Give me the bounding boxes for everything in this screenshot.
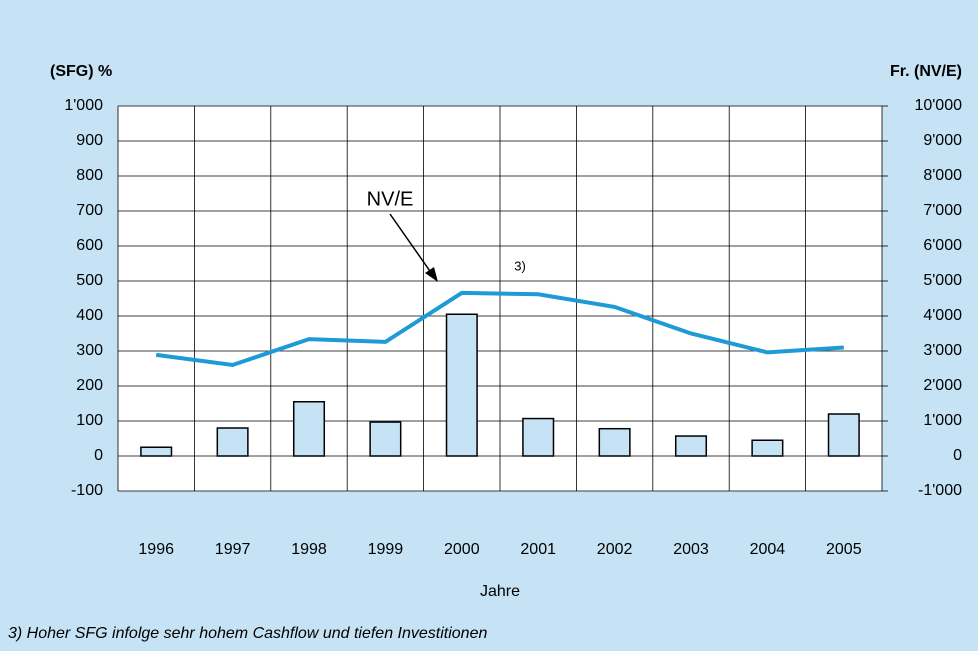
y-tick-label: 200 (76, 377, 103, 394)
y2-tick-label: 5'000 (923, 272, 962, 289)
y2-tick-label: 1'000 (923, 412, 962, 429)
x-tick-label: 2005 (826, 541, 862, 558)
y2-tick-label: 3'000 (923, 342, 962, 359)
bar (369, 421, 402, 457)
x-tick-label: 2001 (520, 541, 556, 558)
y-tick-label: 600 (76, 237, 103, 254)
bar (674, 435, 708, 457)
bar (827, 413, 860, 457)
footnote: 3) Hoher SFG infolge sehr hohem Cashflow… (8, 625, 487, 642)
y-tick-label: 300 (76, 342, 103, 359)
y-tick-label: 100 (76, 412, 103, 429)
y2-tick-label: -1'000 (918, 482, 962, 499)
y-tick-label: 900 (76, 132, 103, 149)
bar (140, 446, 173, 457)
line (155, 290, 844, 368)
y-tick-label: 500 (76, 272, 103, 289)
y2-tick-label: 4'000 (923, 307, 962, 324)
x-tick-label: 1996 (138, 541, 174, 558)
bar (522, 417, 555, 457)
x-tick-label: 1997 (215, 541, 251, 558)
annotation: NV/E (367, 188, 414, 210)
y2-tick-label: 9'000 (923, 132, 962, 149)
y-axis-title: (SFG) % (50, 63, 112, 80)
x-tick-label: 2000 (444, 541, 480, 558)
arrow (389, 213, 433, 275)
y2-tick-label: 8'000 (923, 167, 962, 184)
bar (751, 439, 784, 457)
x-tick-label: 2004 (750, 541, 786, 558)
y-tick-label: 0 (94, 447, 103, 464)
bar (598, 427, 631, 457)
x-axis-title: Jahre (480, 583, 520, 600)
y2-axis-title: Fr. (NV/E) (890, 63, 962, 80)
x-tick-label: 2002 (597, 541, 633, 558)
y2-tick-label: 6'000 (923, 237, 962, 254)
y2-tick-label: 2'000 (923, 377, 962, 394)
y-tick-label: 1'000 (64, 97, 103, 114)
bar (292, 401, 326, 457)
y2-tick-label: 0 (953, 447, 962, 464)
y2-tick-label: 7'000 (923, 202, 962, 219)
arrow-head (425, 267, 438, 282)
annotation: 3) (514, 258, 526, 273)
y-tick-label: 700 (76, 202, 103, 219)
x-tick-label: 1998 (291, 541, 327, 558)
bar (445, 313, 478, 457)
bar (216, 427, 249, 457)
y-tick-label: 400 (76, 307, 103, 324)
y-tick-label: -100 (71, 482, 103, 499)
y-tick-label: 800 (76, 167, 103, 184)
x-tick-label: 1999 (368, 541, 404, 558)
y2-tick-label: 10'000 (914, 97, 962, 114)
x-tick-label: 2003 (673, 541, 709, 558)
